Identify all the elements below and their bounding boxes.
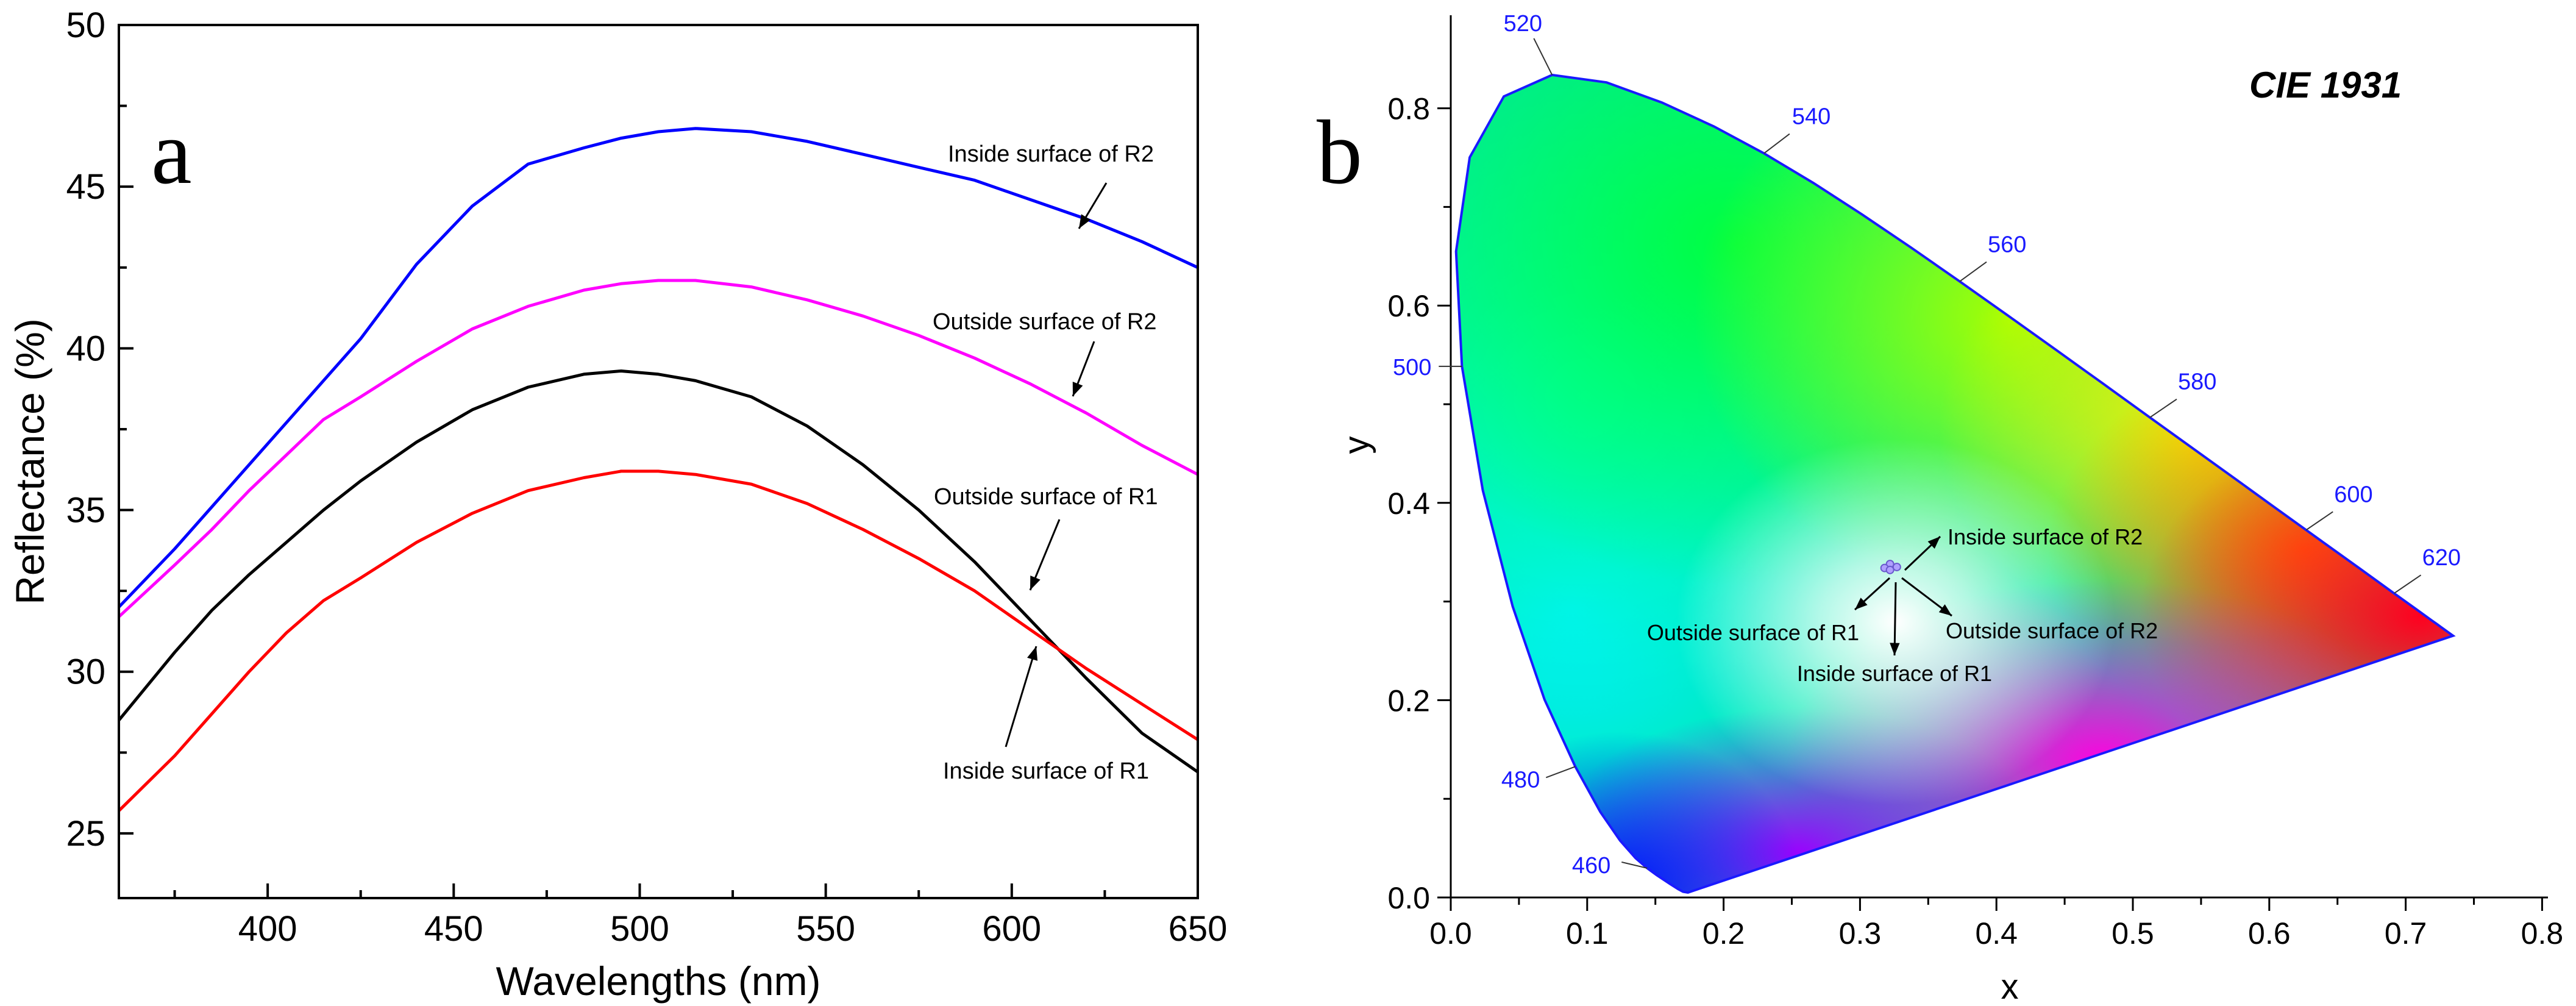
point-label-4: Inside surface of R1: [1797, 661, 1992, 686]
point-label-1: Inside surface of R2: [1948, 524, 2143, 549]
y-tick-label: 50: [66, 5, 105, 45]
point-arrowhead: [1927, 537, 1940, 549]
panel-a-annotation-3: Outside surface of R1: [934, 484, 1158, 510]
cie-title: CIE 1931: [2249, 65, 2402, 105]
series-line-1: [119, 127, 1198, 608]
wavelength-label-460: 460: [1572, 853, 1610, 879]
annotation-arrow-line: [1005, 646, 1037, 747]
y-tick-label: 25: [66, 814, 105, 854]
wavelength-tick: [1959, 261, 1987, 282]
panel-a-ylabel: Reflectance (%): [7, 318, 52, 605]
wavelength-tick: [2394, 574, 2422, 594]
x-tick-label: 0.7: [2385, 916, 2427, 951]
x-tick-label: 650: [1169, 909, 1228, 949]
wavelength-tick: [1545, 766, 1576, 779]
annotation-arrowhead: [1079, 214, 1091, 229]
chromaticity-point-2: [1892, 562, 1901, 571]
panel-a-annotation-2: Outside surface of R2: [933, 309, 1157, 335]
y-tick-label: 0.2: [1387, 683, 1430, 718]
x-tick-label: 450: [424, 909, 483, 949]
y-tick-label: 0.4: [1387, 487, 1430, 521]
wavelength-tick: [1763, 133, 1790, 154]
wavelength-tick: [1621, 861, 1648, 869]
panel-b-ylabel: y: [1337, 437, 1376, 454]
wavelength-tick: [2305, 511, 2333, 531]
wavelength-label-600: 600: [2334, 482, 2372, 507]
point-label-2: Outside surface of R2: [1946, 618, 2158, 643]
point-arrowhead: [1855, 598, 1868, 610]
series-line-2: [119, 279, 1198, 618]
x-tick-label: 0.6: [2248, 916, 2291, 951]
y-tick-label: 0.8: [1387, 92, 1430, 126]
annotation-arrowhead: [1030, 576, 1041, 590]
y-tick-label: 40: [66, 329, 105, 368]
point-arrowhead: [1890, 643, 1900, 655]
panel-a-line-chart: 400 450 500 550 600 650 25 30 35 40 45 50 a Wavelen…: [7, 5, 1227, 1004]
cie-color-fill: [1456, 74, 2453, 893]
y-tick-label: 0.6: [1387, 289, 1430, 323]
y-tick-label: 45: [66, 167, 105, 207]
panel-a-frame: [118, 24, 1199, 899]
series-line-3: [119, 369, 1198, 774]
x-tick-label: 0.0: [1429, 916, 1472, 951]
wavelength-label-500: 500: [1393, 355, 1431, 380]
wavelength-label-520: 520: [1504, 11, 1542, 37]
x-tick-label: 400: [238, 909, 297, 949]
x-tick-label: 0.8: [2521, 916, 2564, 951]
wavelength-tick: [1533, 38, 1553, 76]
x-tick-label: 0.3: [1839, 916, 1882, 951]
x-tick-label: 0.1: [1566, 916, 1609, 951]
y-tick-label: 0.0: [1387, 881, 1430, 915]
point-arrowhead: [1938, 604, 1952, 616]
y-tick-label: 30: [66, 652, 105, 692]
wavelength-label-620: 620: [2422, 545, 2461, 571]
x-tick-label: 0.5: [2112, 916, 2154, 951]
panel-b-xlabel: x: [2001, 967, 2019, 1006]
annotation-arrowhead: [1027, 646, 1038, 661]
wavelength-label-580: 580: [2178, 369, 2216, 395]
series-line-4: [119, 469, 1198, 812]
y-tick-label: 35: [66, 491, 105, 530]
x-tick-label: 550: [796, 909, 855, 949]
x-tick-label: 500: [610, 909, 669, 949]
panel-a-annotation-4: Inside surface of R1: [943, 758, 1149, 784]
panel-a-letter: a: [151, 102, 192, 203]
spectral-locus-outline: [1454, 73, 2456, 894]
wavelength-label-560: 560: [1988, 232, 2026, 258]
chromaticity-point-4: [1885, 565, 1895, 574]
point-label-3: Outside surface of R1: [1647, 620, 1859, 645]
panel-b-cie-diagram: 0.0 0.1 0.2 0.3 0.4 0.5 0.6 0.7 0.8 0.0 0.2 0.4 0.6 0…: [1317, 11, 2564, 1006]
x-tick-label: 0.4: [1975, 916, 2018, 951]
panel-a-xlabel: Wavelengths (nm): [496, 958, 820, 1004]
panel-a-annotation-1: Inside surface of R2: [948, 141, 1154, 167]
x-tick-label: 600: [982, 909, 1041, 949]
wavelength-tick: [2149, 398, 2177, 418]
panel-b-letter: b: [1317, 102, 1362, 203]
wavelength-label-540: 540: [1792, 104, 1831, 130]
wavelength-label-480: 480: [1501, 767, 1540, 793]
annotation-arrowhead: [1072, 382, 1083, 396]
x-tick-label: 0.2: [1703, 916, 1745, 951]
